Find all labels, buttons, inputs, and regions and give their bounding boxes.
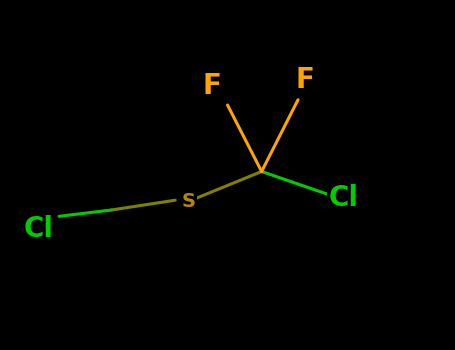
- Text: F: F: [295, 66, 314, 94]
- Text: Cl: Cl: [24, 215, 54, 243]
- Text: Cl: Cl: [329, 184, 359, 212]
- Text: S: S: [182, 192, 196, 211]
- Text: F: F: [202, 72, 221, 100]
